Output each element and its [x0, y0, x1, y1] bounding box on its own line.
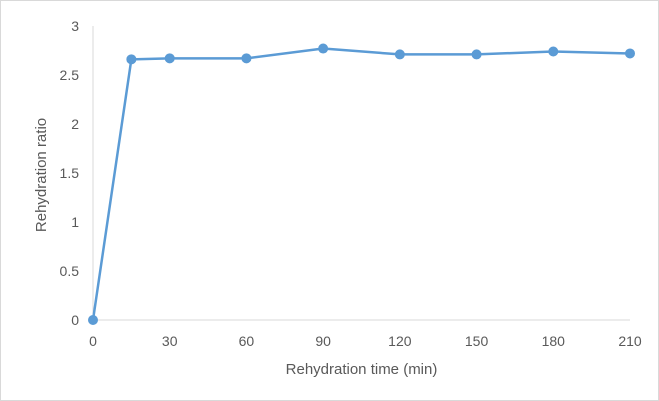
y-axis-title: Rehydration ratio	[33, 118, 50, 232]
y-tick-label: 2.5	[60, 67, 80, 83]
series-line	[91, 47, 631, 321]
x-tick-label: 0	[89, 333, 97, 349]
y-tick-label: 1.5	[60, 165, 80, 181]
x-tick-label: 210	[618, 333, 642, 349]
y-tick-label: 0	[71, 312, 79, 328]
data-point	[241, 53, 252, 64]
y-tick-labels: 0 0.5 1 1.5 2 2.5 3	[60, 18, 80, 328]
data-point	[548, 46, 559, 57]
x-tick-label: 150	[465, 333, 489, 349]
data-point	[471, 49, 482, 60]
x-tick-labels: 0 30 60 90 120 150 180 210	[89, 333, 642, 349]
y-tick-label: 1	[71, 214, 79, 230]
y-tick-label: 0.5	[60, 263, 80, 279]
data-point	[394, 49, 405, 60]
x-tick-label: 180	[542, 333, 566, 349]
x-tick-label: 90	[315, 333, 331, 349]
data-point	[318, 43, 329, 54]
x-axis-title: Rehydration time (min)	[286, 361, 438, 378]
x-tick-label: 60	[239, 333, 255, 349]
y-tick-label: 3	[71, 18, 79, 34]
data-point	[126, 54, 137, 65]
x-tick-label: 30	[162, 333, 178, 349]
data-point	[88, 315, 98, 325]
series-group	[88, 43, 635, 325]
data-point	[625, 48, 635, 59]
y-tick-label: 2	[71, 116, 79, 132]
x-tick-label: 120	[388, 333, 412, 349]
data-point	[164, 53, 175, 64]
